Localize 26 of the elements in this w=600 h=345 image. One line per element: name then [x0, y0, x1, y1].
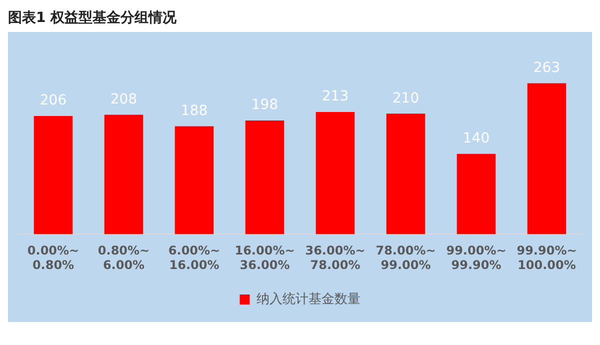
- x-tick-label: 6.00%~16.00%: [168, 244, 220, 272]
- data-label: 208: [110, 91, 138, 108]
- bar: [104, 114, 144, 234]
- data-label: 188: [180, 102, 208, 119]
- bar: [386, 114, 426, 234]
- x-tick-label: 0.80%~6.00%: [98, 244, 150, 272]
- data-label: 206: [40, 92, 67, 109]
- bar: [456, 154, 496, 234]
- bar: [245, 120, 284, 234]
- bar: [174, 126, 214, 234]
- x-tick-label: 36.00%~78.00%: [305, 244, 366, 272]
- x-tick-label: 78.00%~99.00%: [376, 244, 436, 272]
- bar: [527, 83, 566, 234]
- data-label: 210: [392, 90, 420, 106]
- x-tick-label: 16.00%~36.00%: [234, 244, 295, 272]
- legend-label: 纳入统计基金数量: [256, 292, 360, 307]
- data-label: 140: [462, 130, 490, 146]
- x-tick-label: 99.90%~100.00%: [516, 244, 577, 272]
- data-label: 198: [251, 97, 278, 114]
- x-tick-label: 99.00%~99.90%: [446, 244, 506, 272]
- bar: [316, 112, 355, 234]
- data-label: 213: [322, 88, 349, 105]
- chart-title: 图表1 权益型基金分组情况: [8, 9, 178, 28]
- x-tick-label: 0.00%~0.80%: [27, 244, 80, 272]
- bar: [34, 116, 73, 234]
- data-label: 263: [533, 60, 560, 76]
